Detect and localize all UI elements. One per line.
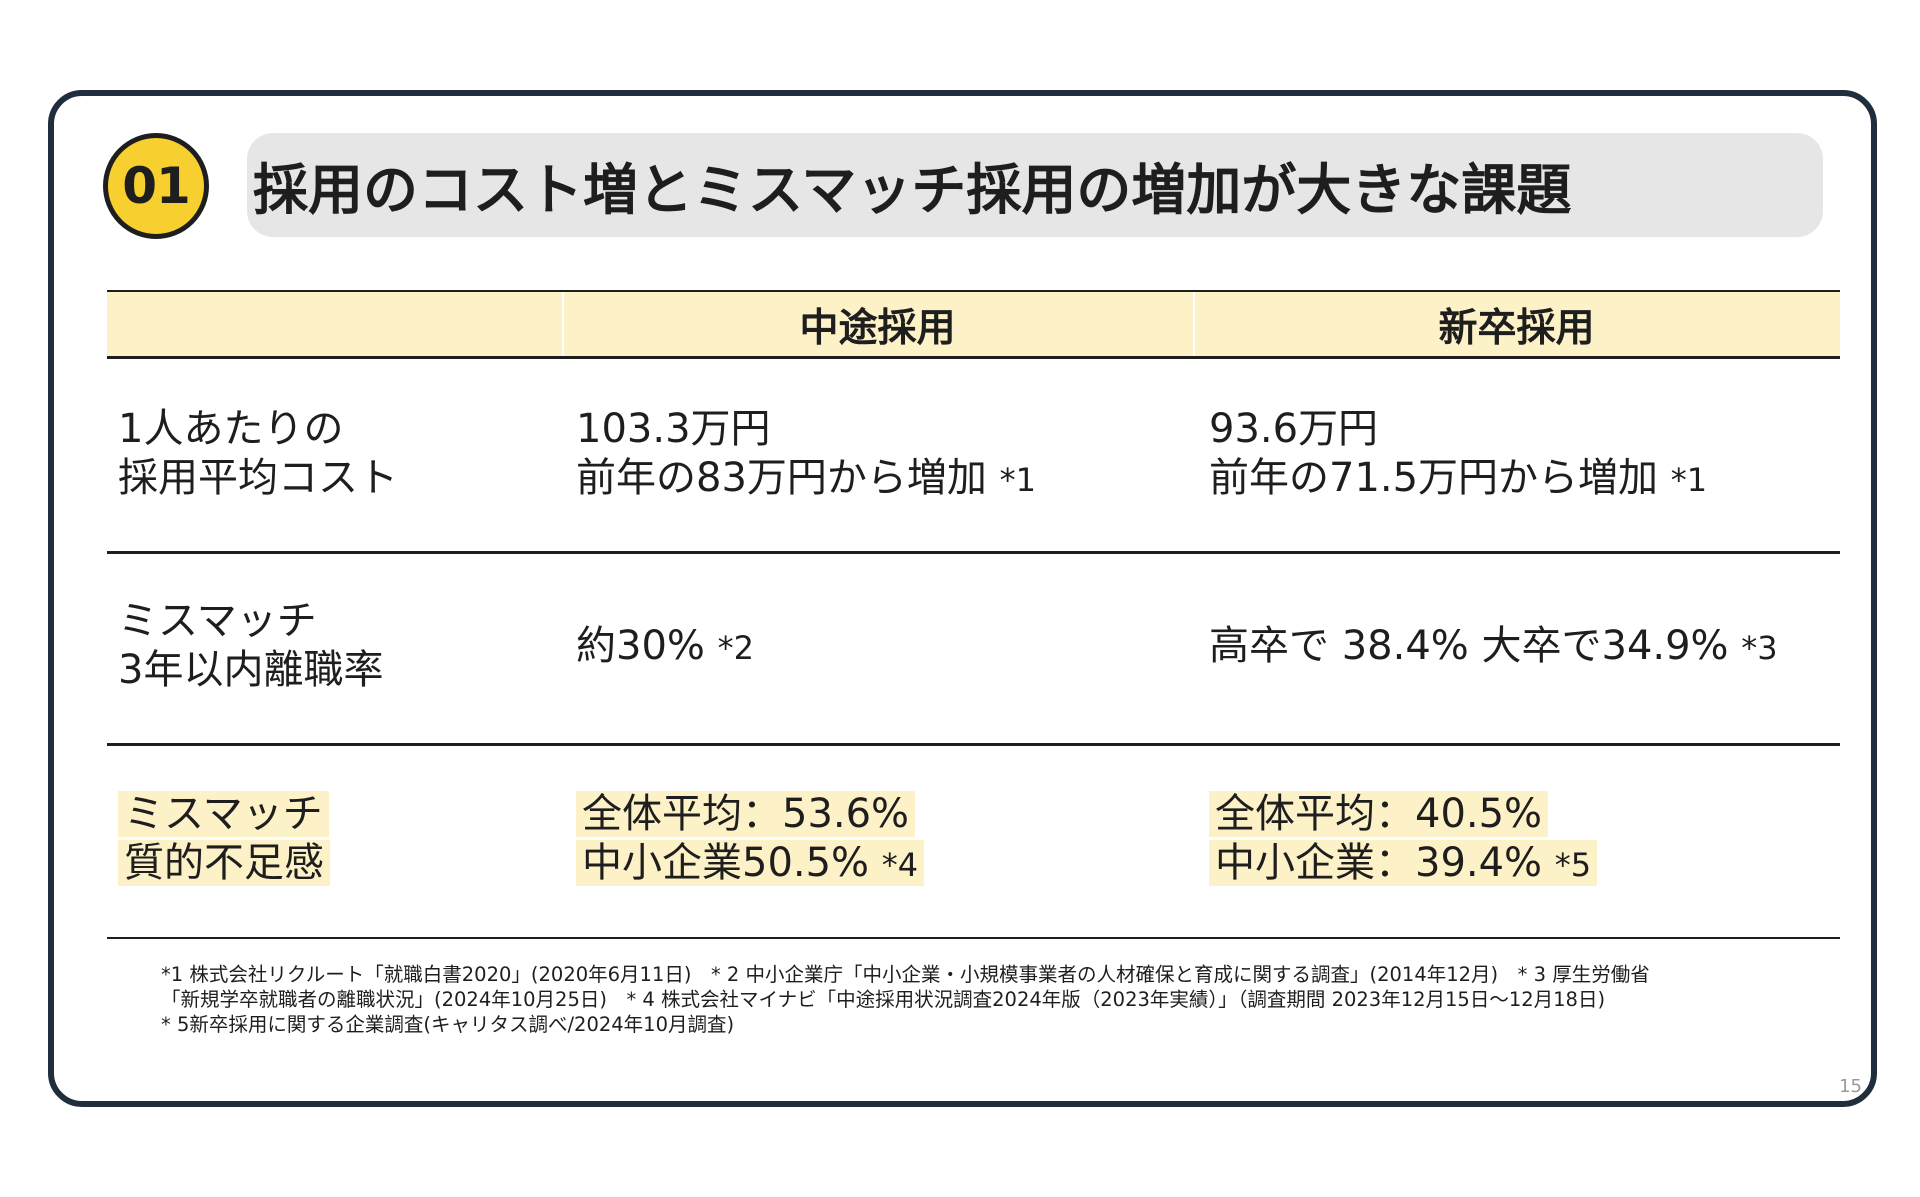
- cell-quality-gap-new-grad: 全体平均：40.5% 中小企業：39.4% *5: [1209, 790, 1598, 890]
- slide-title: 採用のコスト増とミスマッチ採用の増加が大きな課題: [253, 158, 1572, 222]
- page-number: 15: [1839, 1076, 1862, 1097]
- row-label-line: ミスマッチ: [118, 791, 329, 837]
- cell-cost-new-grad: 93.6万円 前年の71.5万円から増加 *1: [1209, 405, 1707, 505]
- row-label-line: 1人あたりの: [118, 406, 344, 452]
- column-header-mid-career: 中途採用: [799, 305, 956, 351]
- row-label-quality-gap: ミスマッチ 質的不足感: [118, 790, 330, 888]
- footnote-ref: *1: [999, 461, 1036, 499]
- row-label-line: 採用平均コスト: [118, 455, 398, 501]
- sme-value: 中小企業：39.4% *5: [1209, 840, 1598, 886]
- footnote-ref: *4: [881, 846, 919, 884]
- cell-cost-mid-career: 103.3万円 前年の83万円から増加 *1: [576, 405, 1036, 505]
- row-label-line: 3年以内離職率: [118, 647, 384, 693]
- cell-quality-gap-mid-career: 全体平均：53.6% 中小企業50.5% *4: [576, 790, 925, 890]
- row-divider: [107, 551, 1840, 554]
- row-label-cost: 1人あたりの 採用平均コスト: [118, 405, 398, 503]
- title-banner: 採用のコスト増とミスマッチ採用の増加が大きな課題: [247, 133, 1823, 237]
- table-bottom-rule: [107, 937, 1840, 939]
- row-divider: [107, 743, 1840, 746]
- column-header-new-grad: 新卒採用: [1438, 305, 1595, 351]
- cell-turnover-mid-career: 約30% *2: [576, 622, 754, 673]
- row-label-turnover: ミスマッチ 3年以内離職率: [118, 597, 383, 695]
- footnote-line: * 5新卒採用に関する企業調査(キャリタス調べ/2024年10月調査): [161, 1013, 735, 1036]
- cost-change-text: 前年の83万円から増加: [576, 455, 987, 501]
- cost-change: 前年の71.5万円から増加 *1: [1209, 454, 1707, 505]
- sme-value: 中小企業50.5% *4: [576, 840, 925, 886]
- sme-value-text: 中小企業：39.4%: [1215, 840, 1543, 886]
- overall-average: 全体平均：53.6%: [576, 791, 916, 837]
- turnover-value: 高卒で 38.4% 大卒で34.9%: [1209, 623, 1729, 669]
- table-header-row: [107, 290, 1840, 359]
- section-number-badge: 01: [103, 133, 209, 239]
- cell-turnover-new-grad: 高卒で 38.4% 大卒で34.9% *3: [1209, 622, 1778, 673]
- footnote-line: 「新規学卒就職者の離職状況」(2024年10月25日) * 4 株式会社マイナビ…: [161, 988, 1606, 1011]
- overall-average: 全体平均：40.5%: [1209, 791, 1549, 837]
- sme-value-text: 中小企業50.5%: [582, 840, 870, 886]
- cost-value: 93.6万円: [1209, 406, 1379, 452]
- turnover-value: 約30%: [576, 623, 705, 669]
- footnote-ref: *3: [1741, 629, 1778, 667]
- cost-value: 103.3万円: [576, 406, 771, 452]
- cost-change-text: 前年の71.5万円から増加: [1209, 455, 1659, 501]
- footnote-line: *1 株式会社リクルート「就職白書2020」(2020年6月11日) * 2 中…: [161, 963, 1650, 986]
- footnote-ref: *1: [1670, 461, 1708, 499]
- header-divider: [1193, 292, 1195, 356]
- footnote-ref: *5: [1554, 846, 1592, 884]
- footnotes: *1 株式会社リクルート「就職白書2020」(2020年6月11日) * 2 中…: [161, 962, 1650, 1037]
- cost-change: 前年の83万円から増加 *1: [576, 454, 1036, 505]
- row-label-line: 質的不足感: [118, 840, 330, 886]
- row-label-line: ミスマッチ: [118, 598, 317, 644]
- header-divider: [562, 292, 564, 356]
- footnote-ref: *2: [717, 629, 754, 667]
